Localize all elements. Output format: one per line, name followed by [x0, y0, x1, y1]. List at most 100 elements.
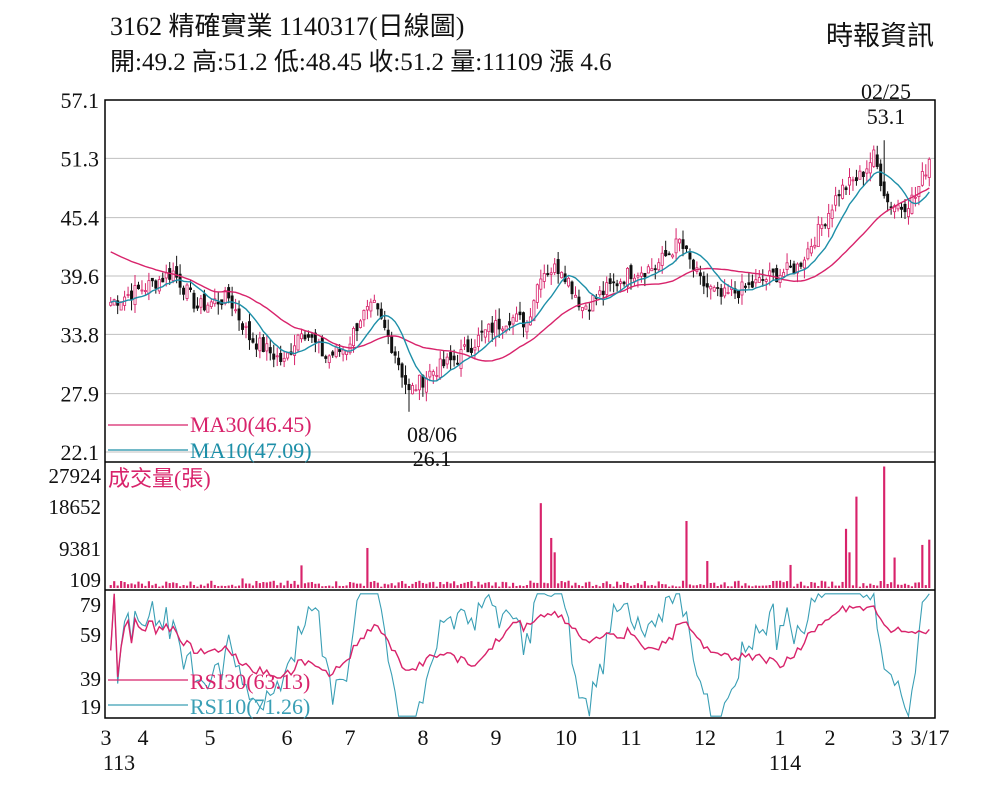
volume-bar [858, 586, 861, 588]
volume-bar [511, 582, 515, 588]
volume-bar [668, 586, 671, 588]
candle-body [896, 204, 900, 210]
candle-body [501, 328, 505, 331]
volume-bar [172, 582, 175, 588]
volume-bar [844, 528, 848, 588]
candle-body [795, 263, 799, 274]
volume-bar [425, 583, 428, 588]
candle-body [626, 267, 629, 287]
x-tick-label: 7 [345, 725, 356, 750]
volume-bar [522, 585, 525, 588]
volume-bar [581, 586, 584, 588]
volume-bar [761, 585, 764, 588]
candle-body [150, 277, 154, 282]
volume-bar [470, 581, 473, 588]
candle-body [608, 278, 612, 284]
volume-bar [137, 581, 140, 588]
volume-bar [255, 580, 258, 588]
candle-body [615, 283, 619, 287]
candle-body [147, 280, 151, 294]
candle-body [747, 282, 751, 286]
candle-body [737, 290, 740, 299]
volume-bar [536, 582, 539, 588]
candle-body [345, 350, 349, 355]
candle-body [906, 208, 910, 217]
candle-body [154, 280, 158, 289]
candle-body [268, 347, 272, 354]
volume-tick-label: 109 [70, 568, 102, 592]
volume-bar [890, 582, 893, 588]
candle-body [192, 292, 196, 309]
volume-bar [675, 586, 678, 588]
candle-body [171, 270, 175, 281]
volume-bar [397, 582, 400, 588]
candle-body [369, 301, 373, 312]
volume-bar [518, 585, 522, 588]
candle-body [365, 306, 369, 311]
ohlc-summary: 開:49.2 高:51.2 低:48.45 收:51.2 量:11109 漲 4… [110, 49, 612, 76]
candle-body [691, 259, 695, 270]
candle-body [861, 171, 865, 177]
volume-bar [224, 585, 227, 588]
volume-bar [154, 583, 157, 588]
candle-body [247, 321, 251, 341]
volume-bar [182, 585, 185, 588]
candle-body [664, 250, 668, 257]
outer-frame [104, 99, 936, 719]
volume-bar [758, 585, 761, 588]
volume-bar [702, 584, 705, 588]
volume-bar [244, 583, 248, 588]
candle-body [813, 244, 817, 248]
candle-body [553, 263, 557, 273]
candle-body [404, 375, 408, 385]
volume-bar [140, 583, 144, 588]
x-tick-label: 1 [775, 725, 786, 750]
volume-bars [109, 466, 931, 588]
candle-body [841, 184, 845, 199]
volume-bar [914, 582, 917, 588]
candle-body [823, 224, 827, 227]
candle-body [865, 168, 869, 174]
volume-bar [664, 584, 667, 588]
volume-bar [144, 585, 147, 588]
volume-bar [352, 582, 355, 588]
volume-bar [799, 581, 803, 588]
volume-bar [751, 586, 754, 588]
candle-body [157, 279, 161, 292]
candle-body [466, 339, 470, 353]
volume-bar [480, 584, 483, 588]
candle-body [338, 349, 342, 352]
volume-bar [262, 582, 265, 588]
volume-bar [394, 585, 397, 588]
volume-bar [192, 584, 196, 588]
candle-body [483, 329, 487, 338]
candle-body [508, 321, 512, 326]
volume-bar [789, 564, 792, 588]
candle-body [324, 356, 328, 359]
candle-body [910, 194, 914, 214]
price-tick-label: 22.1 [61, 440, 100, 465]
volume-bar [876, 585, 879, 588]
volume-bar [411, 583, 414, 588]
candle-body [209, 301, 213, 308]
volume-bar [532, 582, 535, 588]
volume-bar [598, 586, 601, 588]
volume-bar [577, 585, 581, 588]
volume-bar [557, 583, 560, 588]
volume-bar [321, 586, 324, 588]
candle-body [265, 343, 269, 352]
candle-body [518, 311, 522, 316]
volume-bar [723, 582, 726, 588]
candle-body [137, 284, 140, 290]
volume-bar [453, 581, 456, 588]
candle-body [789, 265, 793, 268]
candle-body [629, 265, 633, 280]
rsi-tick-label: 19 [80, 695, 101, 719]
volume-bar [831, 581, 834, 588]
volume-bar [622, 582, 626, 588]
volume-bar [293, 580, 296, 588]
candle-body [667, 253, 671, 256]
candle-body [743, 285, 747, 288]
volume-bar [747, 585, 750, 588]
ma10-line [110, 171, 930, 382]
